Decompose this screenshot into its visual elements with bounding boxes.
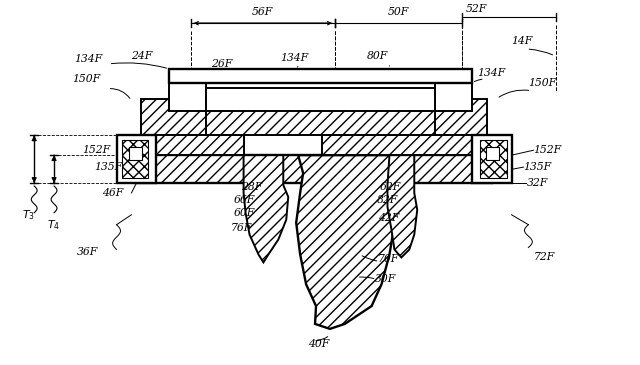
Bar xyxy=(122,140,148,178)
Text: 46F: 46F xyxy=(102,188,123,198)
Polygon shape xyxy=(244,155,288,262)
Text: 135F: 135F xyxy=(95,162,123,172)
Text: 150F: 150F xyxy=(72,74,100,84)
Text: $T_4$: $T_4$ xyxy=(47,218,60,231)
Text: 150F: 150F xyxy=(529,78,557,88)
Text: $T_3$: $T_3$ xyxy=(22,208,35,222)
Text: 72F: 72F xyxy=(533,253,555,262)
Bar xyxy=(141,135,244,155)
Bar xyxy=(486,147,499,160)
Bar xyxy=(322,135,487,155)
Bar xyxy=(206,88,435,111)
Text: 152F: 152F xyxy=(82,145,110,155)
Bar xyxy=(322,99,487,135)
Bar xyxy=(141,99,244,135)
Text: 56F: 56F xyxy=(252,7,273,17)
Text: 66F: 66F xyxy=(234,195,255,205)
Text: 32F: 32F xyxy=(527,178,548,188)
Text: 26F: 26F xyxy=(211,59,232,69)
Bar xyxy=(136,155,492,183)
Bar xyxy=(149,135,244,155)
Text: 80F: 80F xyxy=(367,51,388,61)
Text: 135F: 135F xyxy=(524,162,552,172)
Bar xyxy=(169,69,206,111)
Text: 134F: 134F xyxy=(280,53,308,63)
Text: 40F: 40F xyxy=(308,339,330,349)
Text: 62F: 62F xyxy=(380,182,401,192)
Bar xyxy=(472,135,511,183)
Bar xyxy=(169,69,472,83)
Text: 134F: 134F xyxy=(477,68,505,78)
Text: 60F: 60F xyxy=(234,208,255,218)
Bar xyxy=(129,147,142,160)
Bar xyxy=(472,135,511,183)
Text: 152F: 152F xyxy=(533,145,561,155)
Bar xyxy=(206,99,435,135)
Bar xyxy=(480,140,507,178)
Text: 52F: 52F xyxy=(466,4,487,14)
Text: 70F: 70F xyxy=(378,254,399,264)
Bar xyxy=(116,135,156,183)
Text: 24F: 24F xyxy=(131,51,153,61)
Text: 50F: 50F xyxy=(388,7,409,17)
Bar xyxy=(116,135,156,183)
Polygon shape xyxy=(296,155,397,329)
Text: 134F: 134F xyxy=(74,54,102,64)
Text: 76F: 76F xyxy=(230,223,252,233)
Text: 14F: 14F xyxy=(511,36,532,46)
Text: 82F: 82F xyxy=(376,195,398,205)
Text: 42F: 42F xyxy=(378,213,399,223)
Polygon shape xyxy=(387,155,417,257)
Text: 28F: 28F xyxy=(241,182,262,192)
Bar xyxy=(435,69,472,111)
Bar xyxy=(322,135,479,155)
Text: 30F: 30F xyxy=(374,274,396,284)
Text: 36F: 36F xyxy=(77,247,98,257)
